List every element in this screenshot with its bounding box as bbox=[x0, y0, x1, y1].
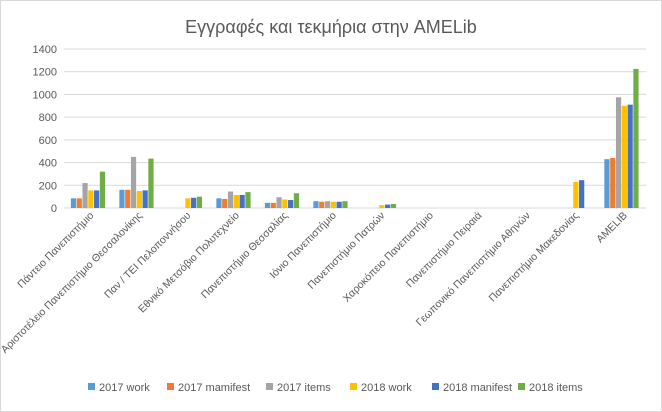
bar bbox=[148, 158, 154, 208]
bar bbox=[604, 159, 610, 208]
legend-swatch bbox=[266, 383, 273, 390]
legend-label: 2018 work bbox=[361, 382, 412, 394]
bar bbox=[579, 180, 585, 208]
bar bbox=[615, 97, 622, 208]
bar bbox=[627, 104, 633, 208]
bar bbox=[610, 158, 616, 208]
category-label: Εθνικό Μετσόβιο Πολυτεχνείο bbox=[136, 210, 242, 316]
y-tick-label: 1000 bbox=[33, 89, 57, 101]
bar bbox=[88, 190, 94, 208]
bar bbox=[270, 202, 276, 208]
bar bbox=[196, 196, 203, 208]
category-label: Πανεπιστήμιο Θεσσαλίας bbox=[199, 210, 290, 301]
bar bbox=[233, 194, 239, 208]
bar bbox=[216, 198, 222, 208]
y-axis-ticks: 0 200 400 600 800 1000 1200 1400 bbox=[33, 44, 57, 215]
bar bbox=[390, 204, 397, 208]
bar bbox=[319, 201, 325, 208]
bar bbox=[324, 201, 331, 208]
bar bbox=[385, 204, 391, 208]
legend-swatch bbox=[350, 383, 357, 390]
bar bbox=[573, 181, 579, 208]
bar bbox=[119, 189, 125, 208]
legend-label: 2017 work bbox=[99, 382, 150, 394]
bars bbox=[70, 68, 639, 208]
legend-label: 2017 items bbox=[277, 382, 331, 394]
category-label: AMELIB bbox=[594, 210, 630, 246]
legend: 2017 work 2017 mamifest 2017 items 2018 wor… bbox=[88, 382, 583, 394]
bar bbox=[142, 190, 148, 208]
bar bbox=[264, 202, 271, 208]
bar bbox=[288, 200, 294, 208]
legend-swatch bbox=[167, 383, 174, 390]
bar bbox=[282, 199, 288, 208]
legend-label: 2018 items bbox=[529, 382, 583, 394]
bar bbox=[130, 156, 137, 208]
bar bbox=[293, 193, 300, 208]
bar bbox=[313, 201, 319, 208]
bar bbox=[245, 192, 251, 208]
bar bbox=[330, 201, 336, 208]
legend-swatch bbox=[432, 383, 439, 390]
y-tick-label: 600 bbox=[39, 135, 57, 147]
bar bbox=[276, 197, 282, 208]
bar bbox=[621, 105, 627, 208]
bar bbox=[94, 190, 100, 208]
bar bbox=[239, 194, 245, 208]
y-tick-label: 1400 bbox=[33, 44, 57, 56]
legend-item: 2017 items bbox=[266, 382, 331, 394]
legend-item: 2017 work bbox=[88, 382, 150, 394]
bar bbox=[185, 198, 191, 208]
legend-swatch bbox=[88, 383, 95, 390]
bar bbox=[76, 198, 82, 208]
category-label: Παν / ΤΕΙ Πελοποννήσου bbox=[102, 209, 193, 300]
legend-swatch bbox=[518, 383, 525, 390]
legend-item: 2017 mamifest bbox=[167, 382, 250, 394]
legend-item: 2018 work bbox=[350, 382, 412, 394]
y-tick-label: 400 bbox=[39, 158, 57, 170]
y-tick-label: 1200 bbox=[33, 67, 57, 79]
legend-item: 2018 items bbox=[518, 382, 583, 394]
bar bbox=[191, 197, 197, 208]
y-tick-label: 0 bbox=[51, 203, 57, 215]
gridlines bbox=[64, 48, 646, 209]
bar bbox=[222, 198, 228, 208]
bar bbox=[99, 171, 106, 208]
bar bbox=[227, 191, 234, 208]
bar bbox=[336, 201, 342, 208]
bar bbox=[136, 190, 142, 208]
legend-label: 2018 manifest bbox=[443, 382, 512, 394]
y-tick-label: 200 bbox=[39, 180, 57, 192]
bar bbox=[633, 68, 639, 208]
bar bbox=[125, 189, 131, 208]
legend-label: 2017 mamifest bbox=[178, 382, 250, 394]
bar bbox=[342, 201, 348, 208]
bar bbox=[70, 198, 77, 208]
category-label: Πανεπιστήμιο Μακεδονίας bbox=[487, 210, 582, 305]
legend-item: 2018 manifest bbox=[432, 382, 512, 394]
category-label: Χαροκόπειο Πανεπιστήμιο bbox=[341, 210, 436, 305]
chart-title: Εγγραφές και τεκμήρια στην AMELib bbox=[185, 17, 477, 37]
y-tick-label: 800 bbox=[39, 112, 57, 124]
bar bbox=[379, 205, 385, 208]
bar bbox=[82, 183, 88, 208]
